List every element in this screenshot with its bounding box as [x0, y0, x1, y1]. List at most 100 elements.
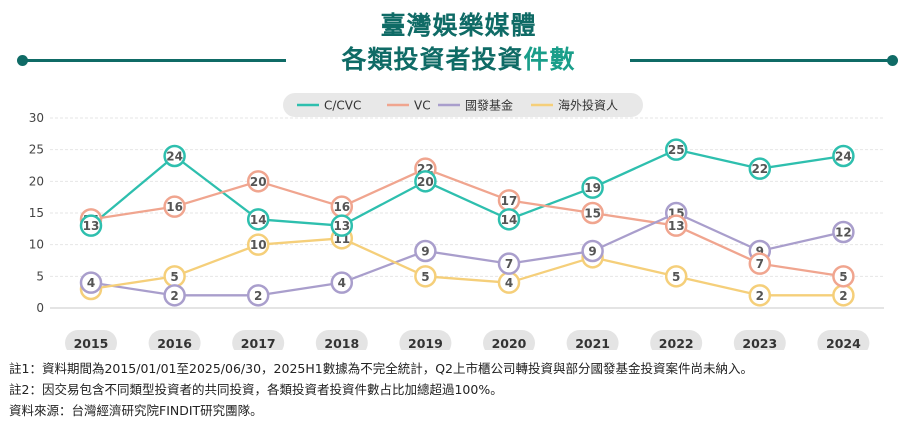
- data-label: 16: [166, 200, 183, 214]
- chart-title-line2: 各類投資者投資件數: [0, 40, 917, 76]
- x-tick-label: 2019: [408, 336, 443, 350]
- data-label: 13: [668, 219, 685, 233]
- data-label: 2: [170, 289, 178, 303]
- data-point: [497, 208, 521, 231]
- x-tick-label: 2024: [826, 336, 861, 350]
- y-tick-label: 10: [29, 238, 44, 252]
- data-label: 4: [505, 276, 513, 290]
- data-label: 9: [588, 245, 596, 259]
- data-point: [163, 195, 186, 218]
- x-tick-pill: [232, 330, 285, 350]
- series-line: [90, 148, 844, 227]
- data-point: [664, 138, 688, 161]
- data-label: 2: [254, 289, 262, 303]
- data-label: 5: [839, 270, 847, 284]
- data-point: [581, 176, 604, 199]
- legend-box: [283, 93, 643, 117]
- data-point: [414, 239, 437, 263]
- data-label: 7: [756, 257, 764, 271]
- data-point: [79, 271, 103, 294]
- data-label: 4: [338, 276, 346, 290]
- data-label: 12: [835, 226, 852, 240]
- data-label: 20: [250, 175, 267, 189]
- y-tick-label: 0: [36, 301, 44, 315]
- x-tick-pill: [148, 330, 201, 350]
- data-point: [330, 214, 354, 237]
- data-point: [414, 170, 437, 193]
- title-rule-right: [630, 59, 892, 62]
- x-tick-pill: [566, 330, 619, 350]
- legend-label: VC: [414, 99, 431, 113]
- x-tick-pill: [650, 330, 703, 350]
- data-label: 15: [584, 207, 601, 221]
- x-tick-pill: [733, 330, 786, 350]
- data-point: [163, 284, 186, 307]
- data-label: 25: [668, 143, 685, 157]
- x-tick-label: 2020: [492, 336, 527, 350]
- x-tick-label: 2023: [742, 336, 777, 350]
- data-label: 22: [751, 162, 768, 176]
- data-point: [246, 170, 270, 193]
- data-label: 10: [250, 238, 267, 252]
- y-tick-label: 5: [36, 269, 44, 283]
- data-label: 4: [87, 276, 95, 290]
- chart-title-highlight: 件數: [523, 45, 576, 74]
- data-point: [664, 214, 688, 237]
- data-point: [581, 239, 604, 263]
- y-tick-label: 20: [29, 174, 44, 188]
- x-tick-label: 2018: [324, 336, 359, 350]
- chart-title-main: 各類投資者投資: [341, 45, 524, 74]
- data-label: 14: [250, 213, 267, 227]
- data-label: 14: [501, 213, 518, 227]
- data-point: [832, 144, 855, 168]
- data-point: [581, 201, 604, 225]
- series-line: [90, 211, 844, 297]
- data-label: 13: [333, 219, 350, 233]
- legend-label: 國發基金: [465, 98, 513, 113]
- data-point: [664, 265, 688, 288]
- data-label: 17: [501, 194, 518, 208]
- data-label: 5: [672, 270, 680, 284]
- x-tick-label: 2016: [157, 336, 192, 350]
- data-point: [163, 144, 186, 168]
- data-point: [497, 252, 521, 275]
- data-label: 5: [421, 270, 429, 284]
- x-tick-pill: [483, 330, 535, 350]
- y-tick-label: 30: [29, 111, 44, 125]
- x-tick-label: 2017: [241, 336, 276, 350]
- data-point: [246, 284, 270, 307]
- data-point: [79, 214, 103, 237]
- data-point: [246, 208, 270, 231]
- legend-label: 海外投資人: [558, 98, 618, 113]
- x-tick-label: 2021: [575, 336, 610, 350]
- x-tick-pill: [65, 330, 117, 350]
- data-label: 7: [505, 257, 513, 271]
- footnotes: 註1：資料期間為2015/01/01至2025/06/30，2025H1數據為不…: [9, 358, 753, 421]
- footnote-source: 資料來源：台灣經濟研究院FINDIT研究團隊。: [9, 403, 263, 418]
- x-tick-pill: [399, 330, 452, 350]
- data-label: 5: [170, 270, 178, 284]
- series-line: [90, 237, 844, 297]
- data-label: 2: [756, 289, 764, 303]
- chart-title-line1: 臺灣娛樂媒體: [380, 11, 537, 40]
- data-label: 20: [417, 175, 434, 189]
- title-rule-left-dot: [17, 55, 28, 66]
- x-tick-label: 2015: [74, 336, 109, 350]
- data-label: 2: [839, 289, 847, 303]
- y-tick-label: 25: [29, 143, 44, 157]
- data-point: [330, 271, 354, 294]
- legend-label: C/CVC: [324, 99, 361, 113]
- series-line: [90, 167, 844, 278]
- y-tick-label: 15: [29, 206, 44, 220]
- x-tick-label: 2022: [659, 336, 694, 350]
- title-rule-right-dot: [887, 55, 898, 66]
- data-label: 16: [333, 200, 350, 214]
- title-rule-left: [22, 59, 286, 62]
- data-point: [748, 284, 772, 307]
- data-label: 13: [83, 219, 100, 233]
- data-label: 19: [584, 181, 601, 195]
- data-point: [832, 220, 855, 244]
- x-tick-pill: [315, 330, 368, 350]
- data-label: 24: [835, 150, 852, 164]
